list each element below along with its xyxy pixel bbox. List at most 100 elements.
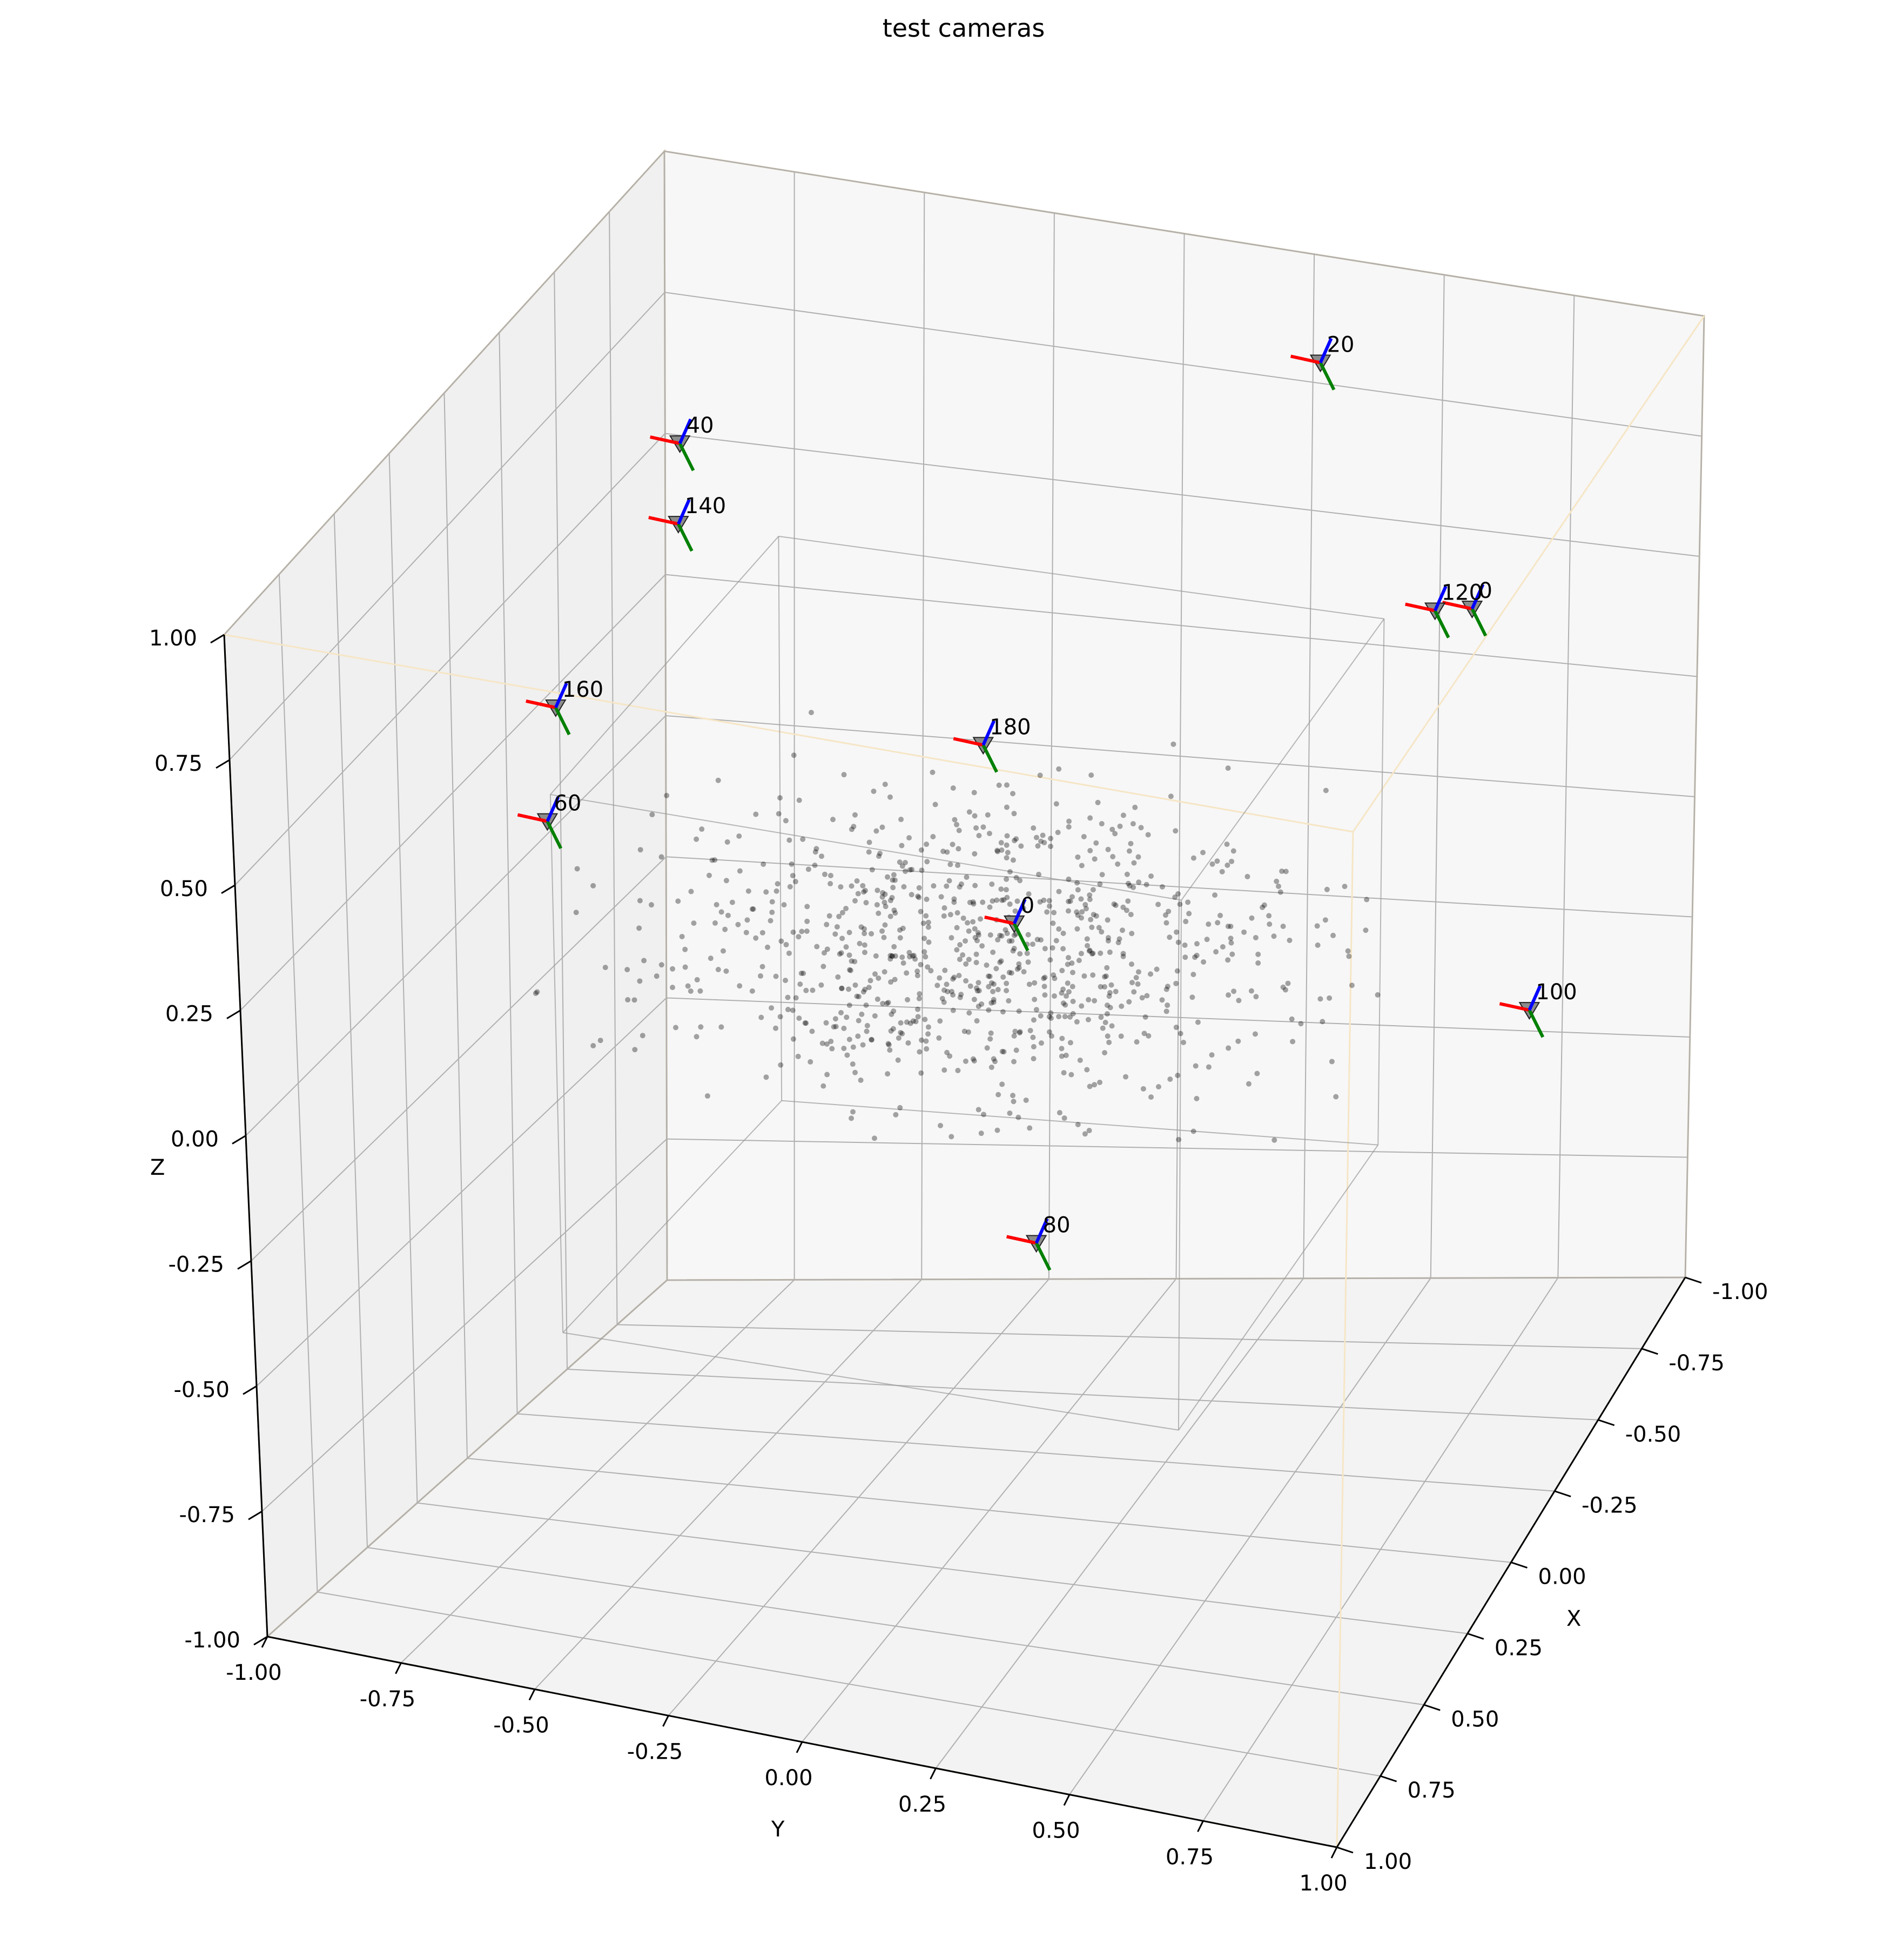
point [954,925,960,931]
point [1165,1002,1170,1008]
point [976,833,982,839]
point [822,950,827,956]
point [597,1038,603,1044]
point [906,950,912,955]
point [1173,828,1179,834]
point [1012,838,1018,844]
point [1041,984,1047,990]
point [631,997,637,1003]
point [900,925,906,931]
point [1048,1010,1054,1016]
point [1107,990,1113,995]
point [1167,1076,1173,1082]
point [802,1020,808,1026]
point [891,1008,897,1014]
point [1193,1063,1199,1069]
point [1060,946,1066,952]
point [976,988,982,994]
point [1194,952,1200,958]
camera-100: 100 [1499,980,1577,1038]
camera-label: 180 [990,715,1031,739]
point [715,777,721,783]
point [910,953,916,959]
point [765,944,771,950]
grid-line [229,292,665,761]
point [773,888,779,894]
point [965,1029,971,1035]
point [991,1056,997,1062]
point [862,950,867,955]
point [1063,993,1069,999]
point [777,795,783,801]
point [1061,1070,1067,1076]
camera-x-axis [1405,602,1436,613]
grid-line [1202,1277,1559,1821]
point [948,988,954,994]
point [790,1036,796,1042]
point [1011,1099,1017,1105]
point [987,904,993,910]
point [1244,873,1250,879]
point [1007,901,1013,907]
point [1108,982,1114,988]
y-tick [395,1663,402,1674]
point [884,1000,890,1006]
grid-line [665,715,1695,797]
point [1088,917,1094,923]
point [1345,948,1351,954]
camera-y-axis [1013,923,1030,952]
point [632,1047,638,1053]
point [786,837,792,843]
point [838,950,844,956]
point [1090,951,1096,957]
point [736,833,742,839]
point [1025,959,1031,965]
point [990,949,996,955]
point [637,847,643,853]
point [1042,992,1048,998]
point [874,887,880,893]
point [967,983,973,989]
point [787,884,793,890]
point [864,1022,870,1028]
point [1016,965,1022,971]
point [1146,1033,1152,1039]
point [934,983,940,988]
point [1097,881,1103,887]
point [846,952,852,958]
point [971,997,977,1002]
point [590,1043,596,1049]
point [1011,932,1017,938]
camera-label: 20 [1327,333,1355,358]
camera-x-axis [1499,1002,1530,1012]
point [797,981,803,987]
point [852,982,858,988]
point [714,901,719,907]
point [829,1046,835,1052]
point [876,910,882,916]
point [1099,821,1105,827]
point [979,1001,985,1007]
point [1079,909,1085,915]
point [675,898,681,904]
point [1004,833,1010,839]
point [975,932,981,938]
point [1011,1033,1017,1039]
point [1075,912,1081,918]
point [688,988,694,994]
point [869,1037,874,1042]
point [1056,889,1062,894]
point [899,843,905,849]
point [1123,1074,1129,1080]
point [795,1053,801,1059]
point [688,889,694,894]
point [844,1052,850,1058]
point [824,946,830,952]
point [1074,926,1080,932]
point [1123,907,1129,913]
z-tick [237,1260,252,1270]
x-tick-label: -0.25 [1582,1493,1638,1518]
point [979,943,985,949]
point [918,961,924,967]
point [804,904,810,910]
